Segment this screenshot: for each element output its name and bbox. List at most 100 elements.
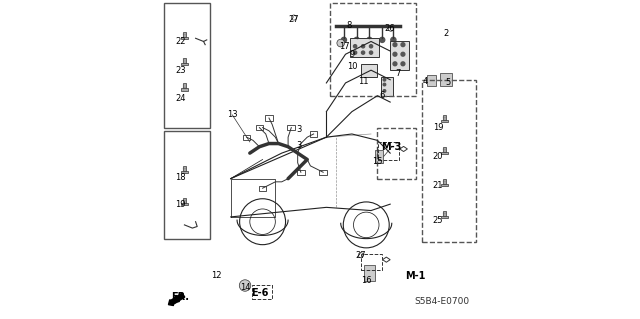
Polygon shape xyxy=(383,257,390,262)
Text: M-1: M-1 xyxy=(406,271,426,281)
Text: 23: 23 xyxy=(175,66,186,75)
Bar xyxy=(181,203,188,205)
Circle shape xyxy=(353,51,356,54)
Text: FR.: FR. xyxy=(172,292,189,302)
Bar xyxy=(375,150,383,163)
Bar xyxy=(181,37,188,40)
Circle shape xyxy=(401,62,405,66)
Text: 15: 15 xyxy=(372,157,383,166)
Text: M-3: M-3 xyxy=(381,142,402,152)
Bar xyxy=(164,131,210,239)
Bar xyxy=(297,170,305,175)
Circle shape xyxy=(337,39,344,47)
Circle shape xyxy=(383,90,386,92)
Polygon shape xyxy=(400,146,408,152)
Text: 13: 13 xyxy=(227,110,237,119)
Bar xyxy=(252,285,271,299)
Text: 10: 10 xyxy=(347,63,357,71)
Text: 19: 19 xyxy=(175,200,186,209)
Circle shape xyxy=(393,62,397,66)
Bar xyxy=(183,166,186,171)
Text: 27: 27 xyxy=(289,15,299,24)
Text: 11: 11 xyxy=(358,77,368,86)
Text: 5: 5 xyxy=(445,78,450,87)
Circle shape xyxy=(383,83,386,86)
FancyArrow shape xyxy=(168,293,185,306)
Circle shape xyxy=(383,78,386,81)
Bar xyxy=(310,131,317,137)
Bar xyxy=(265,115,273,121)
Text: S5B4-E0700: S5B4-E0700 xyxy=(415,297,470,306)
Bar xyxy=(441,184,447,186)
Text: 3: 3 xyxy=(296,141,302,150)
Text: 3: 3 xyxy=(296,125,302,134)
Text: 20: 20 xyxy=(433,152,444,161)
Bar xyxy=(164,3,210,128)
Circle shape xyxy=(353,45,356,48)
Circle shape xyxy=(354,37,359,42)
Circle shape xyxy=(388,26,394,31)
Bar xyxy=(444,211,445,216)
Bar xyxy=(259,186,266,191)
Text: 21: 21 xyxy=(433,181,444,189)
Bar xyxy=(243,135,250,140)
Text: 16: 16 xyxy=(361,276,372,285)
Bar xyxy=(181,63,188,65)
Text: E-6: E-6 xyxy=(251,288,268,299)
Circle shape xyxy=(341,37,346,42)
Text: 26: 26 xyxy=(385,24,396,33)
Text: 8: 8 xyxy=(346,21,351,30)
Circle shape xyxy=(393,43,397,47)
Text: 27: 27 xyxy=(355,251,366,260)
Bar xyxy=(181,88,188,91)
Bar xyxy=(441,216,447,218)
Text: 24: 24 xyxy=(175,94,186,103)
Bar xyxy=(440,73,452,86)
Bar xyxy=(255,125,263,130)
Circle shape xyxy=(362,45,365,48)
Circle shape xyxy=(358,253,364,258)
Circle shape xyxy=(362,51,365,54)
Bar xyxy=(183,58,186,63)
Text: 17: 17 xyxy=(339,42,349,51)
Circle shape xyxy=(393,52,397,56)
Circle shape xyxy=(391,37,396,42)
Text: 22: 22 xyxy=(175,37,186,46)
Circle shape xyxy=(401,52,405,56)
Bar xyxy=(287,125,295,130)
Bar xyxy=(183,83,186,88)
Circle shape xyxy=(367,37,372,42)
Text: 18: 18 xyxy=(175,173,186,182)
Circle shape xyxy=(239,280,251,291)
Text: 7: 7 xyxy=(396,69,401,78)
Text: 2: 2 xyxy=(444,29,449,38)
Bar xyxy=(381,77,394,96)
Bar xyxy=(364,265,375,281)
Bar xyxy=(181,171,188,174)
Text: 6: 6 xyxy=(380,91,385,100)
Bar xyxy=(441,152,447,154)
Bar xyxy=(350,38,379,57)
Bar xyxy=(422,80,476,242)
Circle shape xyxy=(291,15,296,20)
Text: 9: 9 xyxy=(349,50,355,59)
Bar xyxy=(427,75,436,86)
Text: 25: 25 xyxy=(433,216,444,225)
Text: 14: 14 xyxy=(240,283,250,292)
Bar xyxy=(378,142,399,160)
Text: 4: 4 xyxy=(422,77,428,86)
Bar xyxy=(183,198,186,203)
Bar xyxy=(444,147,445,152)
Circle shape xyxy=(369,45,372,48)
Bar xyxy=(319,170,327,175)
Bar xyxy=(444,115,445,120)
Circle shape xyxy=(369,51,372,54)
Circle shape xyxy=(380,37,385,42)
Bar xyxy=(378,128,416,179)
Bar xyxy=(390,41,410,70)
Circle shape xyxy=(401,43,405,47)
Bar xyxy=(444,179,445,184)
Bar xyxy=(183,32,186,37)
Text: 19: 19 xyxy=(433,123,444,132)
Bar xyxy=(362,64,378,77)
